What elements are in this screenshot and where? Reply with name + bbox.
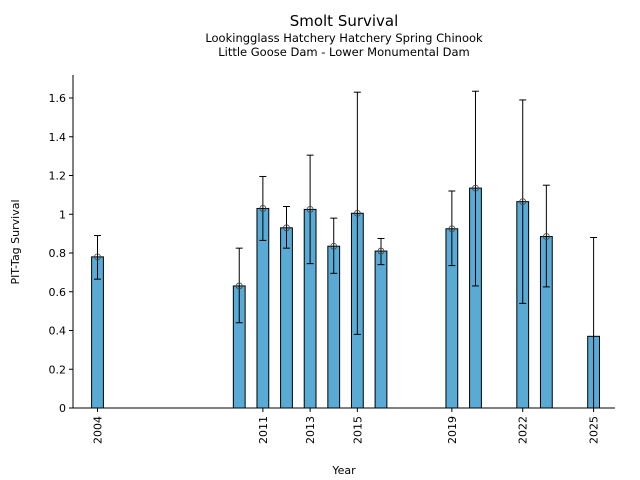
x-tick-label: 2011 xyxy=(257,416,270,444)
x-tick-label: 2013 xyxy=(304,416,317,444)
point-marker-2022 xyxy=(519,198,527,206)
point-marker-2015 xyxy=(353,209,361,217)
bar-2012 xyxy=(280,227,293,409)
x-tick-label: 2004 xyxy=(92,416,105,444)
y-tick-label: 1.4 xyxy=(49,131,67,144)
x-tick-label: 2015 xyxy=(351,416,364,444)
point-marker-2004 xyxy=(94,253,101,261)
point-marker-2012 xyxy=(283,224,290,232)
y-tick-label: 0.8 xyxy=(49,247,67,260)
x-ticks: 2004 2011 2013 2015 2019 2022 2025 xyxy=(92,408,601,444)
point-marker-2013 xyxy=(306,206,314,213)
point-marker-2019 xyxy=(448,225,456,233)
y-ticks: 0 0.2 0.4 0.6 0.8 1 1.2 1.4 1.6 xyxy=(49,92,73,415)
y-tick-label: 0.6 xyxy=(49,286,67,299)
x-tick-label: 2025 xyxy=(588,416,601,444)
y-tick-label: 0 xyxy=(59,402,66,415)
x-tick-label: 2022 xyxy=(517,416,530,444)
chart-subtitle-2: Little Goose Dam - Lower Monumental Dam xyxy=(218,45,470,59)
point-marker-2023 xyxy=(542,233,550,240)
point-marker-2016 xyxy=(377,247,385,255)
x-tick-label: 2019 xyxy=(446,416,459,444)
bar-2016 xyxy=(374,250,388,409)
chart-title: Smolt Survival xyxy=(289,12,399,30)
point-marker-2010 xyxy=(235,282,243,290)
point-marker-2014 xyxy=(330,242,338,250)
chart-subtitle-1: Lookingglass Hatchery Hatchery Spring Ch… xyxy=(205,31,483,45)
y-tick-label: 1 xyxy=(59,208,66,221)
point-marker-2020 xyxy=(472,184,479,192)
point-marker-2011 xyxy=(259,205,267,212)
y-axis-label: PIT-Tag Survival xyxy=(9,199,22,284)
bars-group xyxy=(91,187,601,409)
y-tick-label: 0.2 xyxy=(49,363,67,376)
y-tick-label: 0.4 xyxy=(49,325,67,338)
y-tick-label: 1.2 xyxy=(49,170,67,183)
x-axis-label: Year xyxy=(331,464,356,477)
y-tick-label: 1.6 xyxy=(49,92,67,105)
error-bars-group xyxy=(94,90,598,408)
